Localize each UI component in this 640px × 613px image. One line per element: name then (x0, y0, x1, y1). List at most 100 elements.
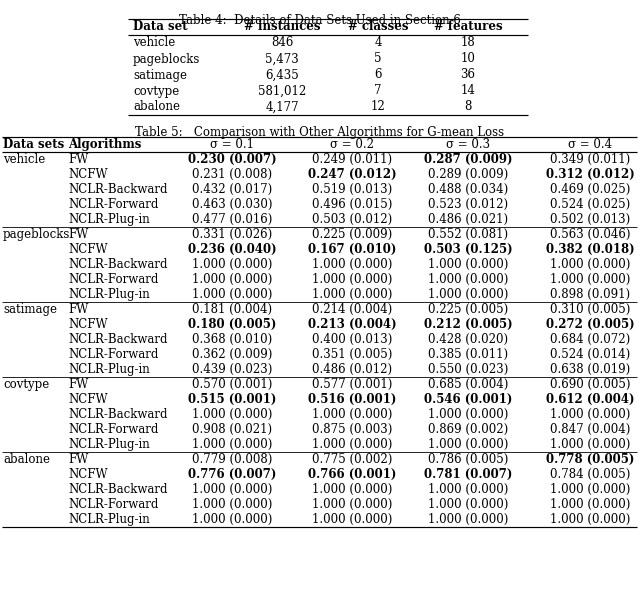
Text: σ = 0.3: σ = 0.3 (446, 138, 490, 151)
Text: 1.000 (0.000): 1.000 (0.000) (550, 498, 630, 511)
Text: 0.310 (0.005): 0.310 (0.005) (550, 303, 630, 316)
Text: 1.000 (0.000): 1.000 (0.000) (312, 498, 392, 511)
Text: 1.000 (0.000): 1.000 (0.000) (192, 258, 272, 271)
Text: 0.382 (0.018): 0.382 (0.018) (546, 243, 634, 256)
Text: 0.236 (0.040): 0.236 (0.040) (188, 243, 276, 256)
Text: 12: 12 (371, 101, 385, 113)
Text: 0.213 (0.004): 0.213 (0.004) (308, 318, 396, 331)
Text: σ = 0.1: σ = 0.1 (210, 138, 254, 151)
Text: NCFW: NCFW (68, 243, 108, 256)
Text: 581,012: 581,012 (258, 85, 306, 97)
Text: NCLR-Forward: NCLR-Forward (68, 423, 158, 436)
Text: 7: 7 (374, 85, 381, 97)
Text: 0.463 (0.030): 0.463 (0.030) (192, 198, 272, 211)
Text: 1.000 (0.000): 1.000 (0.000) (428, 438, 508, 451)
Text: 1.000 (0.000): 1.000 (0.000) (312, 273, 392, 286)
Text: 1.000 (0.000): 1.000 (0.000) (428, 288, 508, 301)
Text: 0.515 (0.001): 0.515 (0.001) (188, 393, 276, 406)
Text: FW: FW (68, 378, 88, 391)
Text: 1.000 (0.000): 1.000 (0.000) (550, 258, 630, 271)
Text: pageblocks: pageblocks (3, 228, 70, 241)
Text: 0.552 (0.081): 0.552 (0.081) (428, 228, 508, 241)
Text: 0.776 (0.007): 0.776 (0.007) (188, 468, 276, 481)
Text: 0.486 (0.012): 0.486 (0.012) (312, 363, 392, 376)
Text: FW: FW (68, 153, 88, 166)
Text: 1.000 (0.000): 1.000 (0.000) (312, 288, 392, 301)
Text: 0.214 (0.004): 0.214 (0.004) (312, 303, 392, 316)
Text: 0.563 (0.046): 0.563 (0.046) (550, 228, 630, 241)
Text: vehicle: vehicle (133, 37, 175, 50)
Text: 0.312 (0.012): 0.312 (0.012) (546, 168, 634, 181)
Text: 1.000 (0.000): 1.000 (0.000) (192, 483, 272, 496)
Text: satimage: satimage (3, 303, 57, 316)
Text: 14: 14 (461, 85, 476, 97)
Text: 0.385 (0.011): 0.385 (0.011) (428, 348, 508, 361)
Text: 0.368 (0.010): 0.368 (0.010) (192, 333, 272, 346)
Text: 0.488 (0.034): 0.488 (0.034) (428, 183, 508, 196)
Text: FW: FW (68, 228, 88, 241)
Text: 1.000 (0.000): 1.000 (0.000) (428, 258, 508, 271)
Text: # classes: # classes (348, 20, 408, 34)
Text: 0.690 (0.005): 0.690 (0.005) (550, 378, 630, 391)
Text: 0.550 (0.023): 0.550 (0.023) (428, 363, 508, 376)
Text: 8: 8 (464, 101, 472, 113)
Text: 1.000 (0.000): 1.000 (0.000) (312, 438, 392, 451)
Text: 0.786 (0.005): 0.786 (0.005) (428, 453, 508, 466)
Text: 4,177: 4,177 (265, 101, 299, 113)
Text: NCFW: NCFW (68, 393, 108, 406)
Text: 0.181 (0.004): 0.181 (0.004) (192, 303, 272, 316)
Text: 0.249 (0.011): 0.249 (0.011) (312, 153, 392, 166)
Text: 0.439 (0.023): 0.439 (0.023) (192, 363, 272, 376)
Text: pageblocks: pageblocks (133, 53, 200, 66)
Text: 0.287 (0.009): 0.287 (0.009) (424, 153, 512, 166)
Text: 0.775 (0.002): 0.775 (0.002) (312, 453, 392, 466)
Text: 0.212 (0.005): 0.212 (0.005) (424, 318, 512, 331)
Text: 0.516 (0.001): 0.516 (0.001) (308, 393, 396, 406)
Text: 4: 4 (374, 37, 381, 50)
Text: 0.784 (0.005): 0.784 (0.005) (550, 468, 630, 481)
Text: 0.638 (0.019): 0.638 (0.019) (550, 363, 630, 376)
Text: 0.523 (0.012): 0.523 (0.012) (428, 198, 508, 211)
Text: NCLR-Backward: NCLR-Backward (68, 333, 168, 346)
Text: 1.000 (0.000): 1.000 (0.000) (550, 408, 630, 421)
Text: 0.684 (0.072): 0.684 (0.072) (550, 333, 630, 346)
Text: abalone: abalone (133, 101, 180, 113)
Text: Data set: Data set (133, 20, 188, 34)
Text: 1.000 (0.000): 1.000 (0.000) (312, 483, 392, 496)
Text: 0.503 (0.125): 0.503 (0.125) (424, 243, 512, 256)
Text: 0.778 (0.005): 0.778 (0.005) (546, 453, 634, 466)
Text: 1.000 (0.000): 1.000 (0.000) (428, 483, 508, 496)
Text: 0.247 (0.012): 0.247 (0.012) (308, 168, 396, 181)
Text: 6: 6 (374, 69, 381, 82)
Text: 0.486 (0.021): 0.486 (0.021) (428, 213, 508, 226)
Text: 1.000 (0.000): 1.000 (0.000) (428, 498, 508, 511)
Text: 0.766 (0.001): 0.766 (0.001) (308, 468, 396, 481)
Text: 1.000 (0.000): 1.000 (0.000) (428, 273, 508, 286)
Text: 1.000 (0.000): 1.000 (0.000) (550, 513, 630, 526)
Text: 0.225 (0.009): 0.225 (0.009) (312, 228, 392, 241)
Text: 0.231 (0.008): 0.231 (0.008) (192, 168, 272, 181)
Text: 0.546 (0.001): 0.546 (0.001) (424, 393, 512, 406)
Text: 1.000 (0.000): 1.000 (0.000) (312, 513, 392, 526)
Text: 10: 10 (461, 53, 476, 66)
Text: 1.000 (0.000): 1.000 (0.000) (550, 438, 630, 451)
Text: σ = 0.2: σ = 0.2 (330, 138, 374, 151)
Text: NCLR-Plug-in: NCLR-Plug-in (68, 288, 150, 301)
Text: 0.351 (0.005): 0.351 (0.005) (312, 348, 392, 361)
Text: 0.875 (0.003): 0.875 (0.003) (312, 423, 392, 436)
Text: 5: 5 (374, 53, 381, 66)
Text: 1.000 (0.000): 1.000 (0.000) (550, 483, 630, 496)
Text: 0.432 (0.017): 0.432 (0.017) (192, 183, 272, 196)
Text: 0.869 (0.002): 0.869 (0.002) (428, 423, 508, 436)
Text: 0.503 (0.012): 0.503 (0.012) (312, 213, 392, 226)
Text: 1.000 (0.000): 1.000 (0.000) (192, 498, 272, 511)
Text: 18: 18 (461, 37, 476, 50)
Text: 0.519 (0.013): 0.519 (0.013) (312, 183, 392, 196)
Text: 0.496 (0.015): 0.496 (0.015) (312, 198, 392, 211)
Text: 36: 36 (461, 69, 476, 82)
Text: 0.272 (0.005): 0.272 (0.005) (546, 318, 634, 331)
Text: vehicle: vehicle (3, 153, 45, 166)
Text: 0.362 (0.009): 0.362 (0.009) (192, 348, 272, 361)
Text: 0.524 (0.025): 0.524 (0.025) (550, 198, 630, 211)
Text: NCLR-Plug-in: NCLR-Plug-in (68, 513, 150, 526)
